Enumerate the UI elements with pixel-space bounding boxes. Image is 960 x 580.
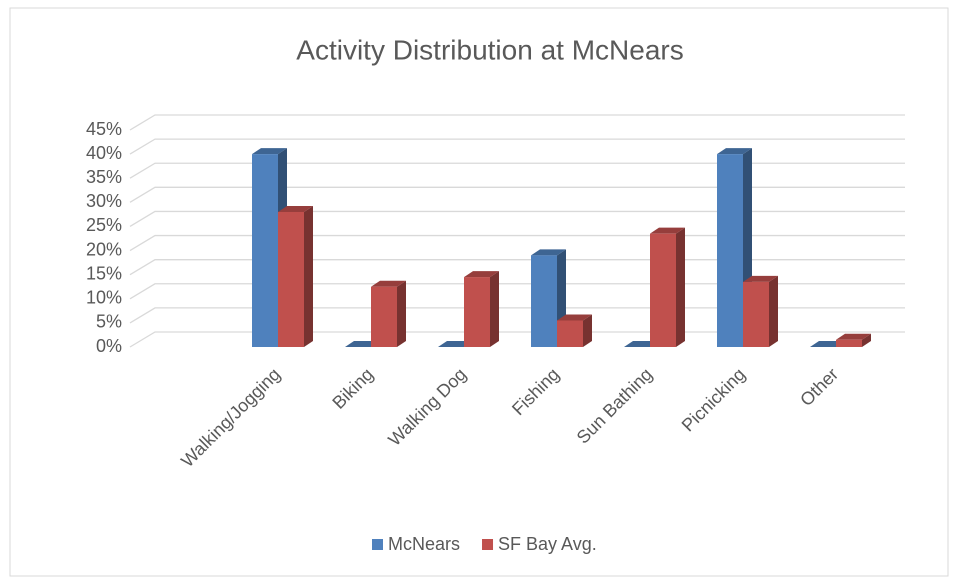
grid-line: [129, 186, 905, 203]
legend-label: SF Bay Avg.: [498, 534, 597, 554]
bar: [371, 286, 397, 347]
y-tick-label: 45%: [86, 119, 122, 139]
bar-top: [836, 333, 871, 340]
bar: [717, 154, 743, 347]
bar: [836, 339, 862, 347]
bar-top: [464, 271, 499, 278]
y-tick-label: 20%: [86, 239, 122, 259]
bar: [743, 281, 769, 347]
bar-side: [769, 275, 778, 347]
bar-top: [531, 249, 566, 256]
grid-line: [129, 162, 905, 179]
bar-top: [650, 227, 685, 234]
legend-label: McNears: [388, 534, 460, 554]
legend-swatch: [372, 539, 383, 550]
bar-top: [371, 280, 406, 287]
y-tick-label: 0%: [96, 336, 122, 356]
bar: [252, 154, 278, 347]
legend: McNears SF Bay Avg.: [372, 534, 597, 554]
grid-line: [129, 114, 905, 131]
grid-line: [129, 138, 905, 155]
y-tick-label: 30%: [86, 191, 122, 211]
bar-side: [862, 333, 871, 347]
bar-side: [490, 271, 499, 347]
bar: [278, 211, 304, 347]
chart-title: Activity Distribution at McNears: [296, 34, 683, 65]
bar-side: [676, 227, 685, 347]
y-tick-label: 40%: [86, 143, 122, 163]
y-tick-label: 35%: [86, 167, 122, 187]
bar: [464, 277, 490, 347]
legend-swatch: [482, 539, 494, 550]
grid-line: [129, 210, 905, 228]
bar: [557, 320, 583, 347]
bar-side: [304, 205, 313, 347]
bar-top: [278, 205, 313, 212]
bar: [531, 255, 557, 347]
bar-top: [252, 148, 287, 155]
y-tick-label: 15%: [86, 263, 122, 283]
y-tick-label: 10%: [86, 288, 122, 308]
bar-side: [397, 280, 406, 347]
bar-top: [743, 275, 778, 282]
y-tick-label: 25%: [86, 215, 122, 235]
bar-top: [717, 148, 752, 155]
bar-top: [557, 314, 592, 321]
bar-side: [583, 314, 592, 347]
y-tick-label: 5%: [96, 312, 122, 332]
bar: [650, 233, 676, 347]
